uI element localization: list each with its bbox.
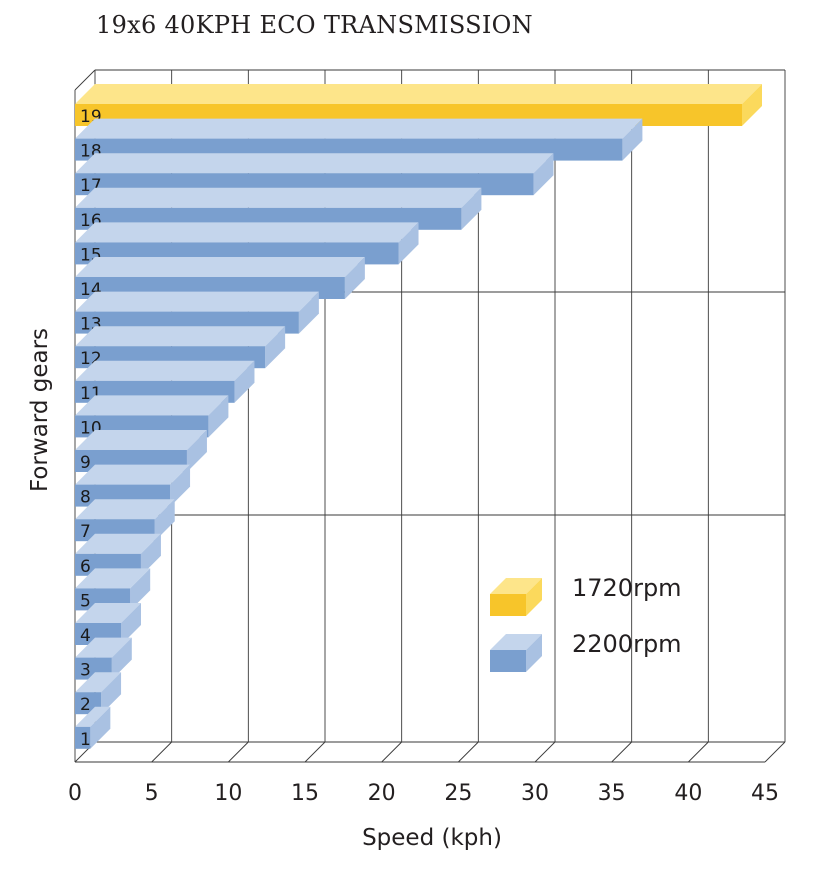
bar-side-face [111,637,132,680]
legend-entry: 1720rpm [490,574,682,616]
floor-line [534,741,556,763]
category-label: 1 [80,730,91,750]
x-tick-label: 45 [751,781,779,806]
bar-top-face [75,499,175,520]
category-label: 6 [80,557,91,577]
bar-gear-1: 1 [75,706,111,750]
x-tick-label: 0 [68,781,82,806]
x-tick-label: 25 [444,781,472,806]
legend: 1720rpm 2200rpm [490,574,682,672]
category-label: 7 [80,522,91,542]
bar-top-face [75,153,554,174]
bar-top-face [75,187,482,208]
bar-side-face [130,568,151,611]
legend-swatch-top [490,578,542,594]
legend-swatch-side [526,634,542,672]
x-tick-label: 15 [291,781,319,806]
floor-line [688,741,709,763]
floor-line [611,741,632,763]
bar-gear-12: 12 [75,326,286,369]
category-label: 2 [80,695,91,715]
bar-top-face [75,430,207,450]
bar-top-face [75,706,111,727]
category-label: 9 [80,453,91,473]
y-axis-label: Forward gears [27,328,53,492]
bar-side-face [461,187,482,230]
x-tick-labels: 0 5 10 15 20 25 30 35 40 45 [68,781,779,806]
category-label: 3 [80,661,91,681]
x-axis-label: Speed (kph) [362,825,502,851]
floor-line [304,741,326,763]
x-tick-label: 30 [521,781,549,806]
bar-side-face [101,672,122,715]
legend-label: 2200rpm [572,630,682,658]
bar-side-face [398,222,419,265]
category-label: 8 [80,488,91,508]
bar-side-face [140,533,161,576]
bar-top-face [75,84,762,104]
legend-swatch-side [526,578,542,616]
bar-top-face [75,533,161,554]
bar-gear-8: 8 [75,464,191,508]
x-tick-label: 10 [214,781,242,806]
bar-side-face [90,706,111,749]
floor-line [381,741,402,763]
x-tick-label: 5 [145,781,159,806]
bar-top-face [75,395,229,416]
x-tick-label: 40 [674,781,702,806]
legend-label: 1720rpm [572,574,682,602]
bar-side-face [170,464,191,507]
bar-side-face [121,603,141,645]
legend-swatch [490,594,526,616]
legend-swatch [490,650,526,672]
bar-side-face [742,84,762,126]
bar-side-face [344,257,365,299]
chart-title: 19x6 40KPH ECO TRANSMISSION [96,11,533,39]
category-label: 4 [80,626,91,646]
bar-side-face [186,430,207,472]
floor-line [764,741,786,763]
x-tick-label: 35 [598,781,626,806]
bar-top-face [75,222,419,243]
grid-edge [74,69,96,91]
bar-top-face [75,672,122,693]
x-tick-label: 20 [368,781,396,806]
legend-entry: 2200rpm [490,630,682,672]
category-label: 5 [80,591,91,611]
floor-line [228,741,249,763]
bar-top-face [75,568,151,589]
bar-side-face [234,360,255,403]
bar-gear-9: 9 [75,430,207,473]
bar-top-face [75,637,132,658]
bar-front-face [75,726,91,749]
legend-swatch-top [490,634,542,650]
bar-side-face [298,291,319,334]
bar-top-face [75,360,255,381]
bar-side-face [208,395,229,438]
bar-top-face [75,118,643,139]
bar-side-face [154,499,175,542]
bar-side-face [265,326,286,369]
bar-top-face [75,603,141,623]
floor-line [458,741,479,763]
bar-top-face [75,257,365,277]
bar-side-face [533,153,554,196]
floor-line [151,741,172,763]
bar-side-face [622,118,643,161]
bar-top-face [75,326,286,347]
bar-top-face [75,291,319,312]
bar-top-face [75,464,191,485]
